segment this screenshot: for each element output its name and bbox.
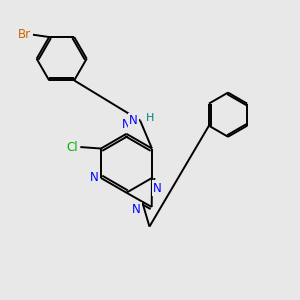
Text: N: N bbox=[122, 118, 131, 131]
Text: N: N bbox=[90, 172, 99, 184]
Text: N: N bbox=[132, 203, 141, 216]
Text: H: H bbox=[146, 113, 154, 123]
Text: Br: Br bbox=[17, 28, 31, 41]
Text: N: N bbox=[129, 114, 138, 127]
Text: Cl: Cl bbox=[66, 141, 78, 154]
Text: N: N bbox=[153, 182, 162, 194]
